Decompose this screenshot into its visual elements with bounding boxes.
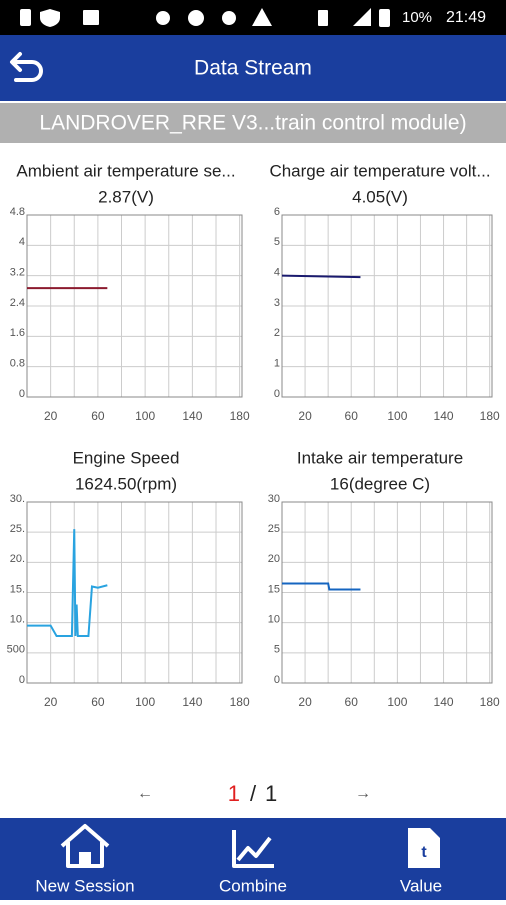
chart-title: Charge air temperature volt... bbox=[269, 161, 490, 180]
data-line bbox=[281, 274, 361, 279]
x-tick-label: 60 bbox=[91, 409, 105, 423]
y-tick-label: 5 bbox=[274, 644, 280, 656]
x-tick-label: 20 bbox=[298, 695, 312, 709]
plot-border bbox=[281, 501, 493, 684]
chart-title: Engine Speed bbox=[73, 448, 180, 467]
clock: 21:49 bbox=[446, 9, 486, 26]
x-tick-label: 180 bbox=[480, 409, 500, 423]
x-tick-label: 60 bbox=[345, 695, 359, 709]
nav-label: Combine bbox=[219, 876, 287, 895]
y-tick-label: 20. bbox=[10, 553, 25, 565]
x-tick-label: 140 bbox=[434, 695, 454, 709]
y-tick-label: 0 bbox=[19, 674, 25, 686]
page-separator: / bbox=[250, 781, 257, 806]
y-tick-label: 25. bbox=[10, 523, 25, 535]
x-tick-label: 140 bbox=[434, 409, 454, 423]
plot-border bbox=[26, 214, 243, 398]
page-current: 1 bbox=[228, 781, 240, 806]
x-tick-label: 20 bbox=[298, 409, 312, 423]
data-line bbox=[282, 582, 361, 591]
battery-text: 10% bbox=[402, 9, 432, 26]
x-tick-label: 180 bbox=[230, 695, 250, 709]
x-tick-label: 60 bbox=[345, 409, 359, 423]
plot-border bbox=[281, 214, 493, 398]
header bbox=[0, 35, 506, 101]
x-tick-label: 100 bbox=[387, 695, 407, 709]
y-tick-label: 1 bbox=[274, 358, 280, 370]
y-tick-label: 4 bbox=[19, 236, 25, 248]
prev-page[interactable]: ← bbox=[137, 785, 153, 802]
chart-value: 2.87(V) bbox=[98, 187, 154, 206]
y-tick-label: 10 bbox=[268, 614, 280, 626]
nav-label: Value bbox=[400, 876, 442, 895]
module-bar bbox=[0, 103, 506, 143]
x-tick-label: 180 bbox=[230, 409, 250, 423]
y-tick-label: 2.4 bbox=[10, 297, 25, 309]
page-total: 1 bbox=[265, 781, 277, 806]
y-tick-label: 1.6 bbox=[10, 327, 25, 339]
y-tick-label: 4.8 bbox=[10, 206, 25, 218]
y-tick-label: 15. bbox=[10, 583, 25, 595]
x-tick-label: 20 bbox=[44, 695, 58, 709]
chart-title: Intake air temperature bbox=[297, 448, 463, 467]
x-tick-label: 100 bbox=[135, 409, 155, 423]
y-tick-label: 15 bbox=[268, 583, 280, 595]
y-tick-label: 0 bbox=[19, 388, 25, 400]
chart-value: 1624.50(rpm) bbox=[75, 474, 177, 493]
module-text: LANDROVER_RRE V3...train control module) bbox=[39, 112, 466, 135]
x-tick-label: 100 bbox=[135, 695, 155, 709]
charts: Ambient air temperature se... 2.87(V) 0 0.8… bbox=[7, 161, 500, 709]
y-tick-label: 20 bbox=[268, 553, 280, 565]
chart-value: 4.05(V) bbox=[352, 187, 408, 206]
x-tick-label: 20 bbox=[44, 409, 58, 423]
y-tick-label: 30. bbox=[10, 493, 25, 505]
x-tick-label: 140 bbox=[182, 409, 202, 423]
x-tick-label: 140 bbox=[182, 695, 202, 709]
combine-button[interactable]: Combine bbox=[219, 830, 287, 895]
status-icons bbox=[20, 8, 390, 27]
plot-border bbox=[26, 501, 243, 684]
y-tick-label: 3 bbox=[274, 297, 280, 309]
y-tick-label: 4 bbox=[274, 267, 280, 279]
new-session-button[interactable]: New Session bbox=[35, 824, 135, 895]
nav-label: New Session bbox=[35, 876, 134, 895]
y-tick-label: 30 bbox=[268, 493, 280, 505]
y-tick-label: 2 bbox=[274, 327, 280, 339]
x-tick-label: 100 bbox=[387, 409, 407, 423]
value-button[interactable]: t Value bbox=[400, 828, 442, 895]
y-tick-label: 0 bbox=[274, 388, 280, 400]
header-title: Data Stream bbox=[194, 57, 312, 80]
y-tick-label: 25 bbox=[268, 523, 280, 535]
y-tick-label: 10. bbox=[10, 614, 25, 626]
y-tick-label: 6 bbox=[274, 206, 280, 218]
chart-value: 16(degree C) bbox=[330, 474, 430, 493]
y-tick-label: 0.8 bbox=[10, 358, 25, 370]
y-tick-label: 5 bbox=[274, 236, 280, 248]
svg-text:t: t bbox=[421, 844, 427, 861]
next-page[interactable]: → bbox=[355, 785, 371, 802]
chart-title: Ambient air temperature se... bbox=[16, 161, 235, 180]
x-tick-label: 180 bbox=[480, 695, 500, 709]
data-line bbox=[27, 529, 108, 637]
y-tick-label: 0 bbox=[274, 674, 280, 686]
y-tick-label: 500 bbox=[7, 644, 25, 656]
x-tick-label: 60 bbox=[91, 695, 105, 709]
back-button[interactable] bbox=[10, 52, 43, 82]
y-tick-label: 3.2 bbox=[10, 267, 25, 279]
